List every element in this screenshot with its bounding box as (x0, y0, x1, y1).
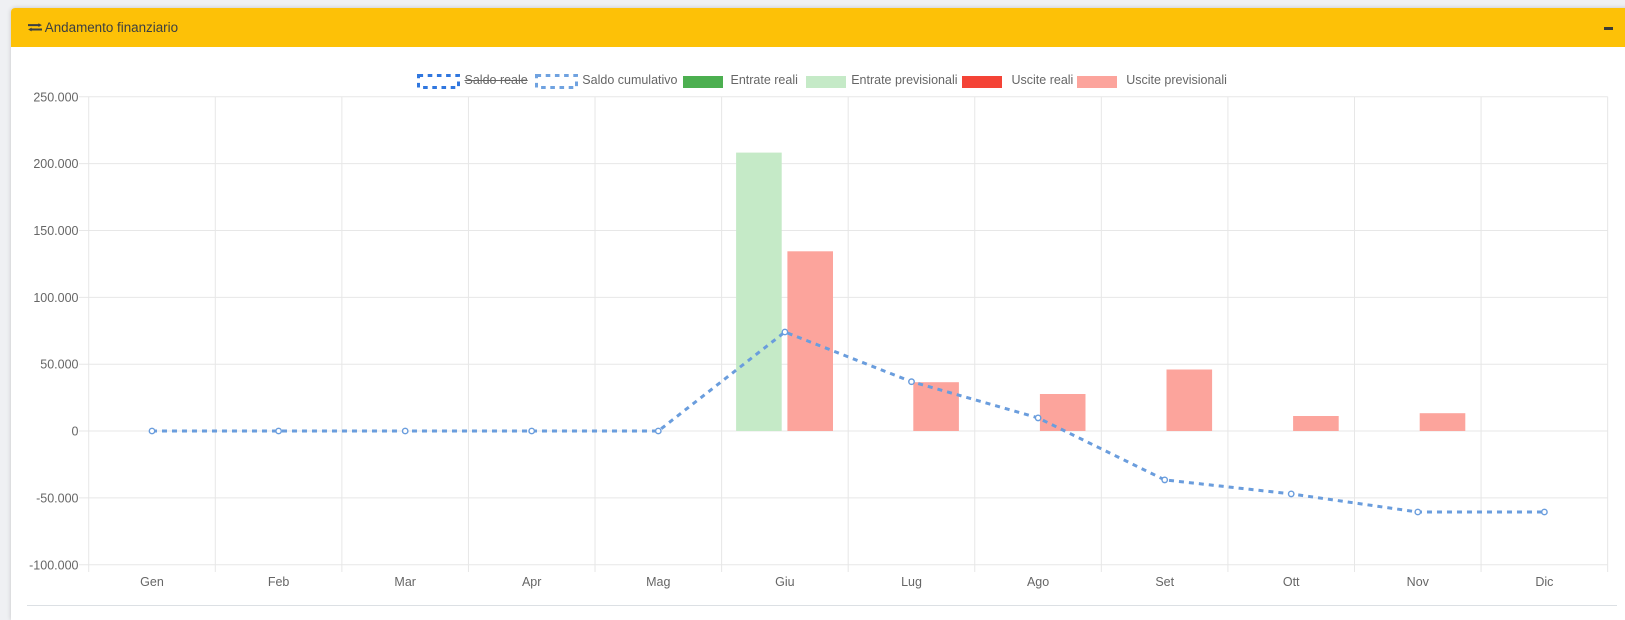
svg-text:Mag: Mag (646, 575, 670, 589)
svg-text:250.000: 250.000 (33, 90, 78, 104)
svg-text:100.000: 100.000 (33, 291, 78, 305)
svg-text:200.000: 200.000 (33, 157, 78, 171)
svg-text:-100.000: -100.000 (29, 558, 78, 572)
svg-text:Gen: Gen (140, 575, 164, 589)
svg-text:-50.000: -50.000 (36, 491, 78, 505)
svg-text:Lug: Lug (901, 575, 922, 589)
svg-text:Nov: Nov (1407, 575, 1430, 589)
svg-text:Ott: Ott (1283, 575, 1300, 589)
svg-text:Feb: Feb (268, 575, 290, 589)
svg-text:Mar: Mar (394, 575, 416, 589)
svg-text:Apr: Apr (522, 575, 541, 589)
svg-text:150.000: 150.000 (33, 224, 78, 238)
svg-text:0: 0 (72, 425, 79, 439)
svg-text:Dic: Dic (1535, 575, 1553, 589)
svg-text:Ago: Ago (1027, 575, 1049, 589)
svg-text:Giu: Giu (775, 575, 795, 589)
svg-text:50.000: 50.000 (40, 358, 78, 372)
svg-text:Set: Set (1155, 575, 1174, 589)
